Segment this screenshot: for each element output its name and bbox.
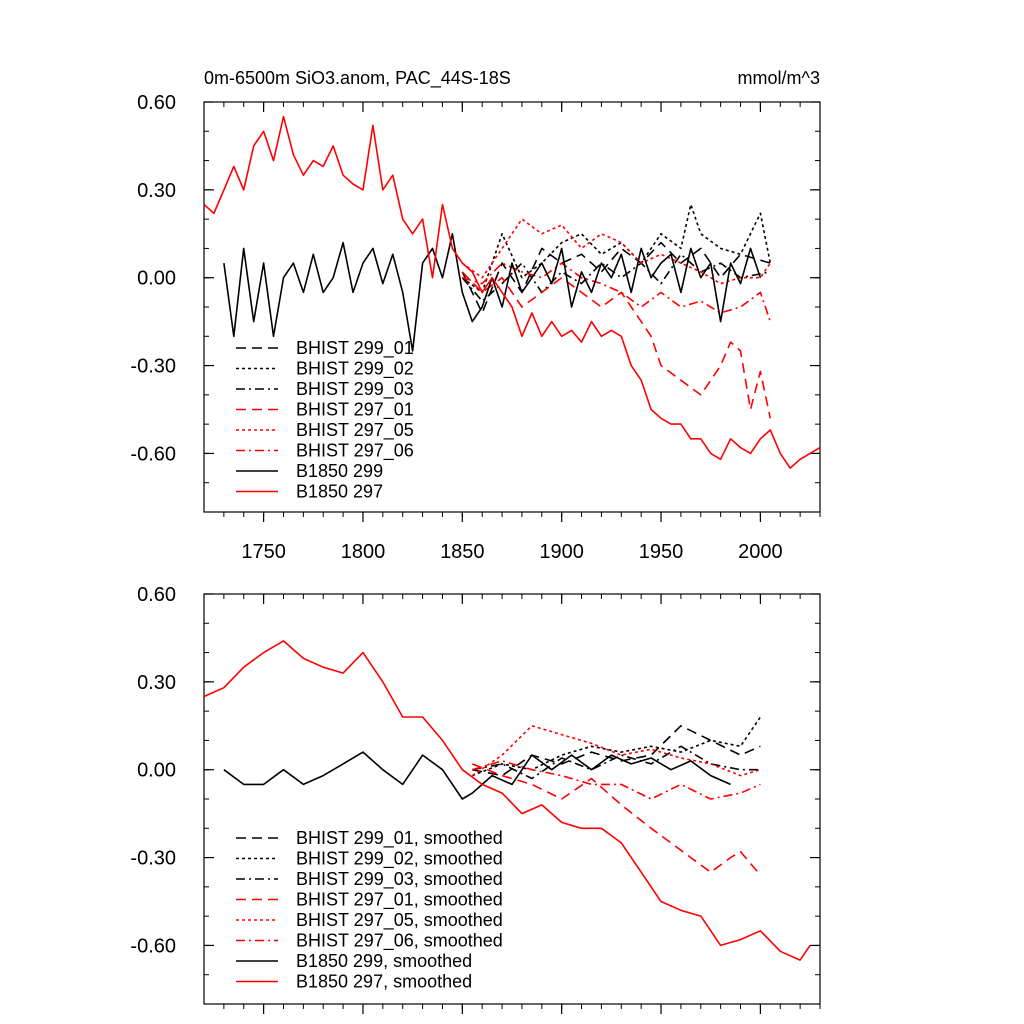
series-line [223,751,731,800]
x-tick-label: 1900 [539,541,584,563]
legend-label: BHIST 299_03, smoothed [296,869,503,890]
y-tick-label: -0.60 [130,443,176,465]
legend-label: BHIST 297_05 [296,420,414,441]
legend-label: BHIST 297_01, smoothed [296,890,503,911]
panel-raw: 0.60 0.30 0.00 -0.30 -0.60 1750 1800 1850 1900 19… [130,92,821,563]
series-line [472,760,761,800]
series-line [472,763,762,876]
legend-label: B1850 297 [296,482,383,502]
legend-label: B1850 297, smoothed [296,972,472,992]
series-line [472,724,761,777]
legend-label: B1850 299, smoothed [296,951,472,971]
legend-label: BHIST 299_02 [296,359,414,380]
legend-label: BHIST 297_01 [296,400,414,421]
series-line [461,271,772,419]
x-tick-label: 2000 [738,541,783,563]
y-tick-label: 0.30 [137,672,176,694]
series-line [203,115,821,469]
y-tick-label: 0.00 [137,268,176,290]
x-tick-label: 1750 [241,541,286,563]
y-tick-label: 0.30 [137,180,176,202]
legend-label: BHIST 299_01 [296,338,414,359]
x-tick-label: 1950 [639,541,684,563]
x-tick-label: 1800 [341,541,386,563]
series-line [472,716,762,777]
legend-label: BHIST 297_06 [296,441,414,462]
legend-label: BHIST 299_03 [296,379,414,400]
chart-units: mmol/m^3 [738,68,820,88]
y-tick-label: -0.30 [130,356,176,378]
series-line [203,640,811,961]
y-tick-label: 0.00 [137,760,176,782]
series-line [461,203,772,294]
legend-label: BHIST 297_05, smoothed [296,910,503,931]
chart-title: 0m-6500m SiO3.anom, PAC_44S-18S [204,68,511,89]
legend-label: BHIST 299_02, smoothed [296,849,503,870]
legend-label: BHIST 297_06, smoothed [296,931,503,952]
y-tick-label: 0.60 [137,584,176,606]
y-tick-label: -0.30 [130,848,176,870]
series-line [472,745,761,780]
panel-smoothed: 0.60 0.30 0.00 -0.30 -0.60 BHIST 299_01, smoo… [130,584,821,1014]
series-line [461,253,771,302]
legend-label: BHIST 299_01, smoothed [296,828,503,849]
x-tick-label: 1850 [440,541,485,563]
series-line [462,262,772,322]
series-line [461,241,771,314]
y-tick-label: -0.60 [130,935,176,957]
y-tick-label: 0.60 [137,92,176,114]
legend-label: B1850 299 [296,461,383,481]
